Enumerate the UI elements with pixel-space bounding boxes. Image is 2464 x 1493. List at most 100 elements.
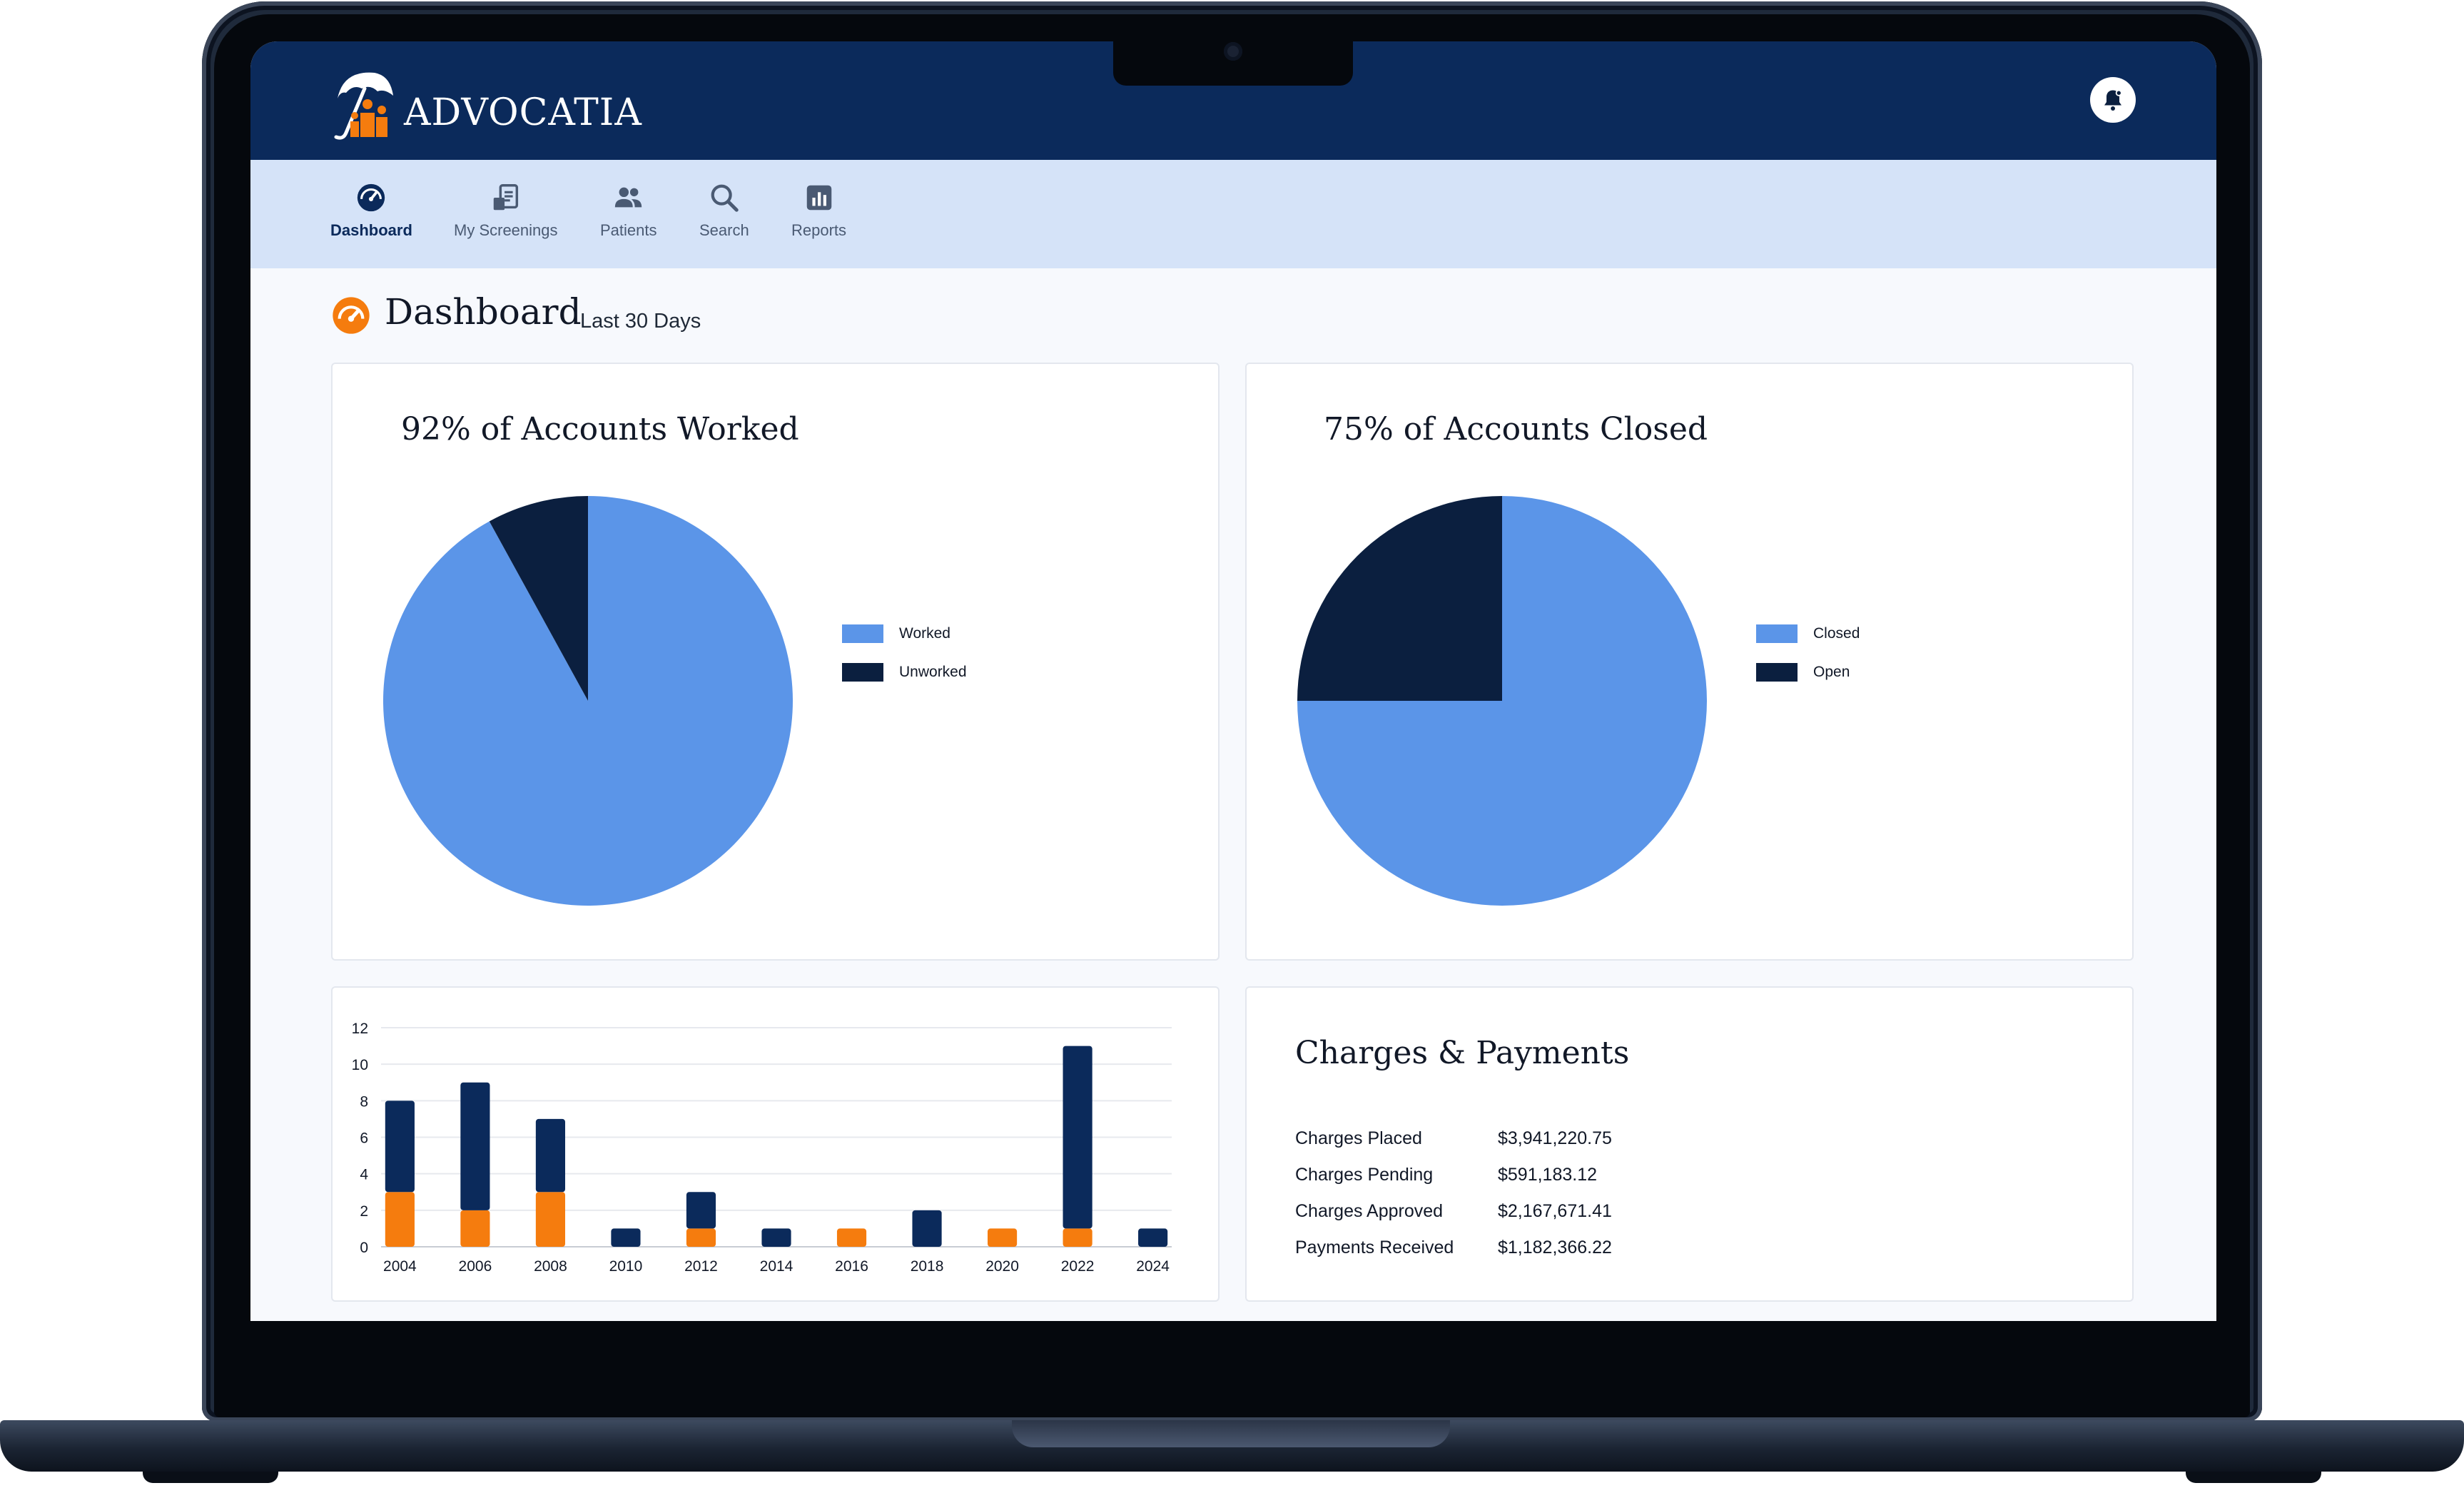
bar-segment: [460, 1210, 490, 1247]
legend-swatch-closed: [1756, 624, 1798, 643]
camera-lens: [1224, 42, 1242, 61]
bar-chart-icon: [806, 185, 831, 211]
nav-item-patients[interactable]: Patients: [600, 181, 657, 240]
charges-payments-table: Charges Placed $3,941,220.75 Charges Pend…: [1295, 1120, 1612, 1266]
search-icon: [711, 184, 739, 212]
nav-label-patients: Patients: [600, 221, 657, 239]
bar-segment: [385, 1192, 415, 1247]
bar-segment: [535, 1192, 566, 1247]
y-tick-label: 2: [360, 1203, 368, 1220]
legend-item-worked: Worked: [842, 624, 967, 644]
x-tick-label: 2016: [835, 1258, 868, 1275]
charges-payments-title: Charges & Payments: [1295, 1035, 1630, 1071]
legend-item-open: Open: [1756, 662, 1860, 682]
bar-segment: [1138, 1228, 1168, 1247]
page-subtitle: Last 30 Days: [580, 310, 701, 333]
bar-segment: [611, 1228, 641, 1247]
users-icon: [614, 187, 642, 208]
nav-item-reports[interactable]: Reports: [791, 181, 846, 240]
accounts-closed-legend: Closed Open: [1756, 624, 1860, 701]
payments-received-label: Payments Received: [1295, 1238, 1454, 1257]
y-tick-label: 6: [360, 1130, 368, 1147]
bar-segment: [1063, 1228, 1092, 1247]
page-title: Dashboard: [385, 291, 582, 333]
x-tick-label: 2024: [1136, 1258, 1170, 1275]
accounts-worked-legend: Worked Unworked: [842, 624, 967, 701]
x-tick-label: 2008: [534, 1258, 567, 1275]
nav-item-my-screenings[interactable]: My Screenings: [454, 181, 558, 240]
accounts-worked-title: 92% of Accounts Worked: [401, 411, 799, 447]
bar-segment: [686, 1192, 716, 1229]
nav-item-dashboard[interactable]: Dashboard: [330, 181, 412, 240]
charges-placed-value: $3,941,220.75: [1498, 1128, 1612, 1148]
payments-received-value: $1,182,366.22: [1498, 1238, 1612, 1257]
y-tick-label: 8: [360, 1093, 368, 1110]
nav-label-dashboard: Dashboard: [330, 221, 412, 239]
nav-label-search: Search: [699, 221, 749, 239]
brand-name: ADVOCATIA: [404, 91, 642, 134]
nav-label-reports: Reports: [791, 221, 847, 239]
dashboard-gauge-icon: [333, 297, 370, 334]
charges-approved-label: Charges Approved: [1295, 1201, 1444, 1221]
legend-item-closed: Closed: [1756, 624, 1860, 644]
bar-segment: [535, 1118, 566, 1193]
x-tick-label: 2012: [684, 1258, 718, 1275]
accounts-closed-card: 75% of Accounts Closed Closed Open: [1245, 363, 2134, 961]
bar-segment: [1063, 1046, 1092, 1229]
charges-approved-value: $2,167,671.41: [1498, 1201, 1612, 1221]
table-row: Charges Placed $3,941,220.75: [1295, 1120, 1612, 1157]
x-tick-label: 2020: [985, 1258, 1019, 1275]
legend-swatch-unworked: [842, 663, 883, 682]
gauge-icon: [358, 183, 385, 212]
bar-segment: [460, 1082, 490, 1210]
accounts-closed-pie-chart: [1297, 496, 1707, 906]
bar-segment: [686, 1228, 716, 1247]
table-row: Payments Received $1,182,366.22: [1295, 1230, 1612, 1266]
y-tick-label: 10: [352, 1057, 368, 1073]
notifications-button[interactable]: [2090, 77, 2136, 123]
table-row: Charges Pending $591,183.12: [1295, 1157, 1612, 1193]
legend-label-open: Open: [1813, 664, 1850, 680]
app-screen: ADVOCATIA Dashboard: [250, 41, 2216, 1321]
legend-swatch-open: [1756, 663, 1798, 682]
charges-pending-label: Charges Pending: [1295, 1165, 1434, 1185]
accounts-worked-pie-chart: [383, 496, 793, 906]
charges-placed-label: Charges Placed: [1295, 1128, 1422, 1148]
x-tick-label: 2014: [760, 1258, 794, 1275]
x-tick-label: 2018: [911, 1258, 944, 1275]
nav-label-my-screenings: My Screenings: [454, 221, 558, 239]
legend-item-unworked: Unworked: [842, 662, 967, 682]
charges-payments-card: Charges & Payments Charges Placed $3,941,…: [1245, 986, 2134, 1302]
laptop-foot-left: [143, 1472, 278, 1483]
legend-label-closed: Closed: [1813, 625, 1860, 642]
laptop-foot-right: [2186, 1472, 2321, 1483]
legend-label-unworked: Unworked: [899, 664, 967, 680]
laptop-opening-notch: [1012, 1420, 1450, 1447]
bar-segment: [836, 1228, 867, 1247]
accounts-worked-card: 92% of Accounts Worked Worked Unworked: [331, 363, 1220, 961]
legend-label-worked: Worked: [899, 625, 950, 642]
screenings-icon: [493, 184, 518, 211]
main-navigation: Dashboard My Screenings Patients: [250, 160, 2216, 268]
yearly-bar-chart-card: 0 2 4 6 8 10 12 2004 2006 2008 2010 2012 2014 2016 201…: [331, 986, 1220, 1302]
nav-item-search[interactable]: Search: [699, 181, 749, 240]
yearly-stacked-bar-chart: 0 2 4 6 8 10 12 2004 2006 2008 2010 2012 2014 2016 201…: [352, 1021, 1172, 1275]
table-row: Charges Approved $2,167,671.41: [1295, 1193, 1612, 1230]
worked-pie-slice-unworked: [489, 496, 588, 701]
accounts-closed-title: 75% of Accounts Closed: [1324, 411, 1708, 447]
y-tick-label: 12: [352, 1021, 368, 1037]
legend-swatch-worked: [842, 624, 883, 643]
y-tick-label: 4: [360, 1167, 368, 1183]
bell-icon: [2104, 89, 2122, 111]
bar-segment: [987, 1228, 1018, 1247]
bar-segment: [912, 1210, 942, 1247]
x-tick-label: 2022: [1061, 1258, 1095, 1275]
x-tick-label: 2004: [383, 1258, 417, 1275]
x-tick-label: 2006: [459, 1258, 492, 1275]
y-tick-label: 0: [360, 1240, 368, 1256]
charges-pending-value: $591,183.12: [1498, 1165, 1598, 1185]
bar-segment: [761, 1228, 791, 1247]
bar-segment: [385, 1100, 415, 1193]
x-tick-label: 2010: [609, 1258, 643, 1275]
closed-pie-slice-open: [1297, 496, 1502, 701]
